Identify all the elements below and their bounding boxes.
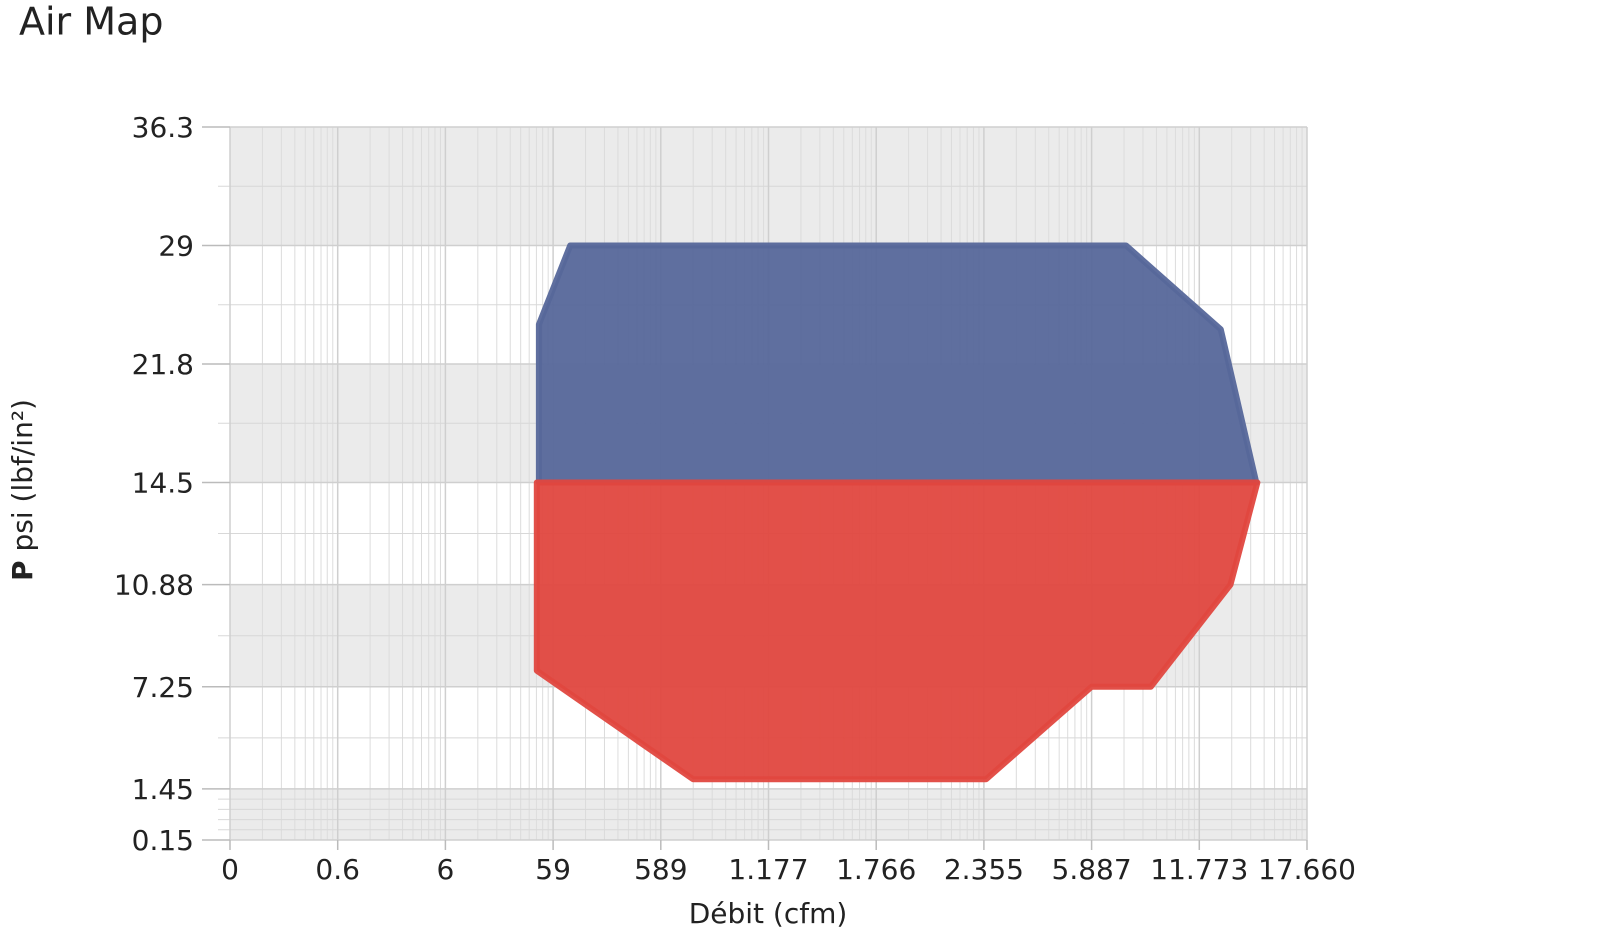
x-axis-label: Débit (cfm): [689, 897, 848, 930]
y-tick-label: 7.25: [132, 671, 194, 704]
x-tick-label: 1.177: [728, 853, 808, 886]
y-axis-label-group: P psi (lbf/in²): [6, 399, 39, 581]
y-tick-label: 1.45: [132, 773, 194, 806]
y-axis-symbol: P: [6, 560, 39, 581]
region: [533, 479, 1261, 783]
x-tick-label: 2.355: [944, 853, 1024, 886]
y-tick-label: 10.88: [114, 569, 194, 602]
x-tick-label: 6: [436, 853, 454, 886]
x-tick-label: 17.660: [1258, 853, 1356, 886]
y-tick-label: 36.3: [132, 111, 194, 144]
x-tick-label: 5.887: [1052, 853, 1132, 886]
x-tick-label: 1.766: [836, 853, 916, 886]
chart-title: Air Map: [19, 0, 163, 44]
y-axis-unit: psi (lbf/in²): [6, 399, 39, 551]
y-tick-label: 14.5: [132, 466, 194, 499]
y-axis-label: P psi (lbf/in²): [6, 399, 39, 581]
x-tick-label: 589: [634, 853, 687, 886]
x-tick-label: 0.6: [315, 853, 360, 886]
x-tick-label: 0: [221, 853, 239, 886]
y-tick-label: 29: [158, 229, 194, 262]
y-tick-label: 21.8: [132, 348, 194, 381]
x-tick-label: 59: [535, 853, 571, 886]
x-tick-label: 11.773: [1150, 853, 1248, 886]
region: [535, 242, 1260, 486]
y-tick-label: 0.15: [132, 824, 194, 857]
